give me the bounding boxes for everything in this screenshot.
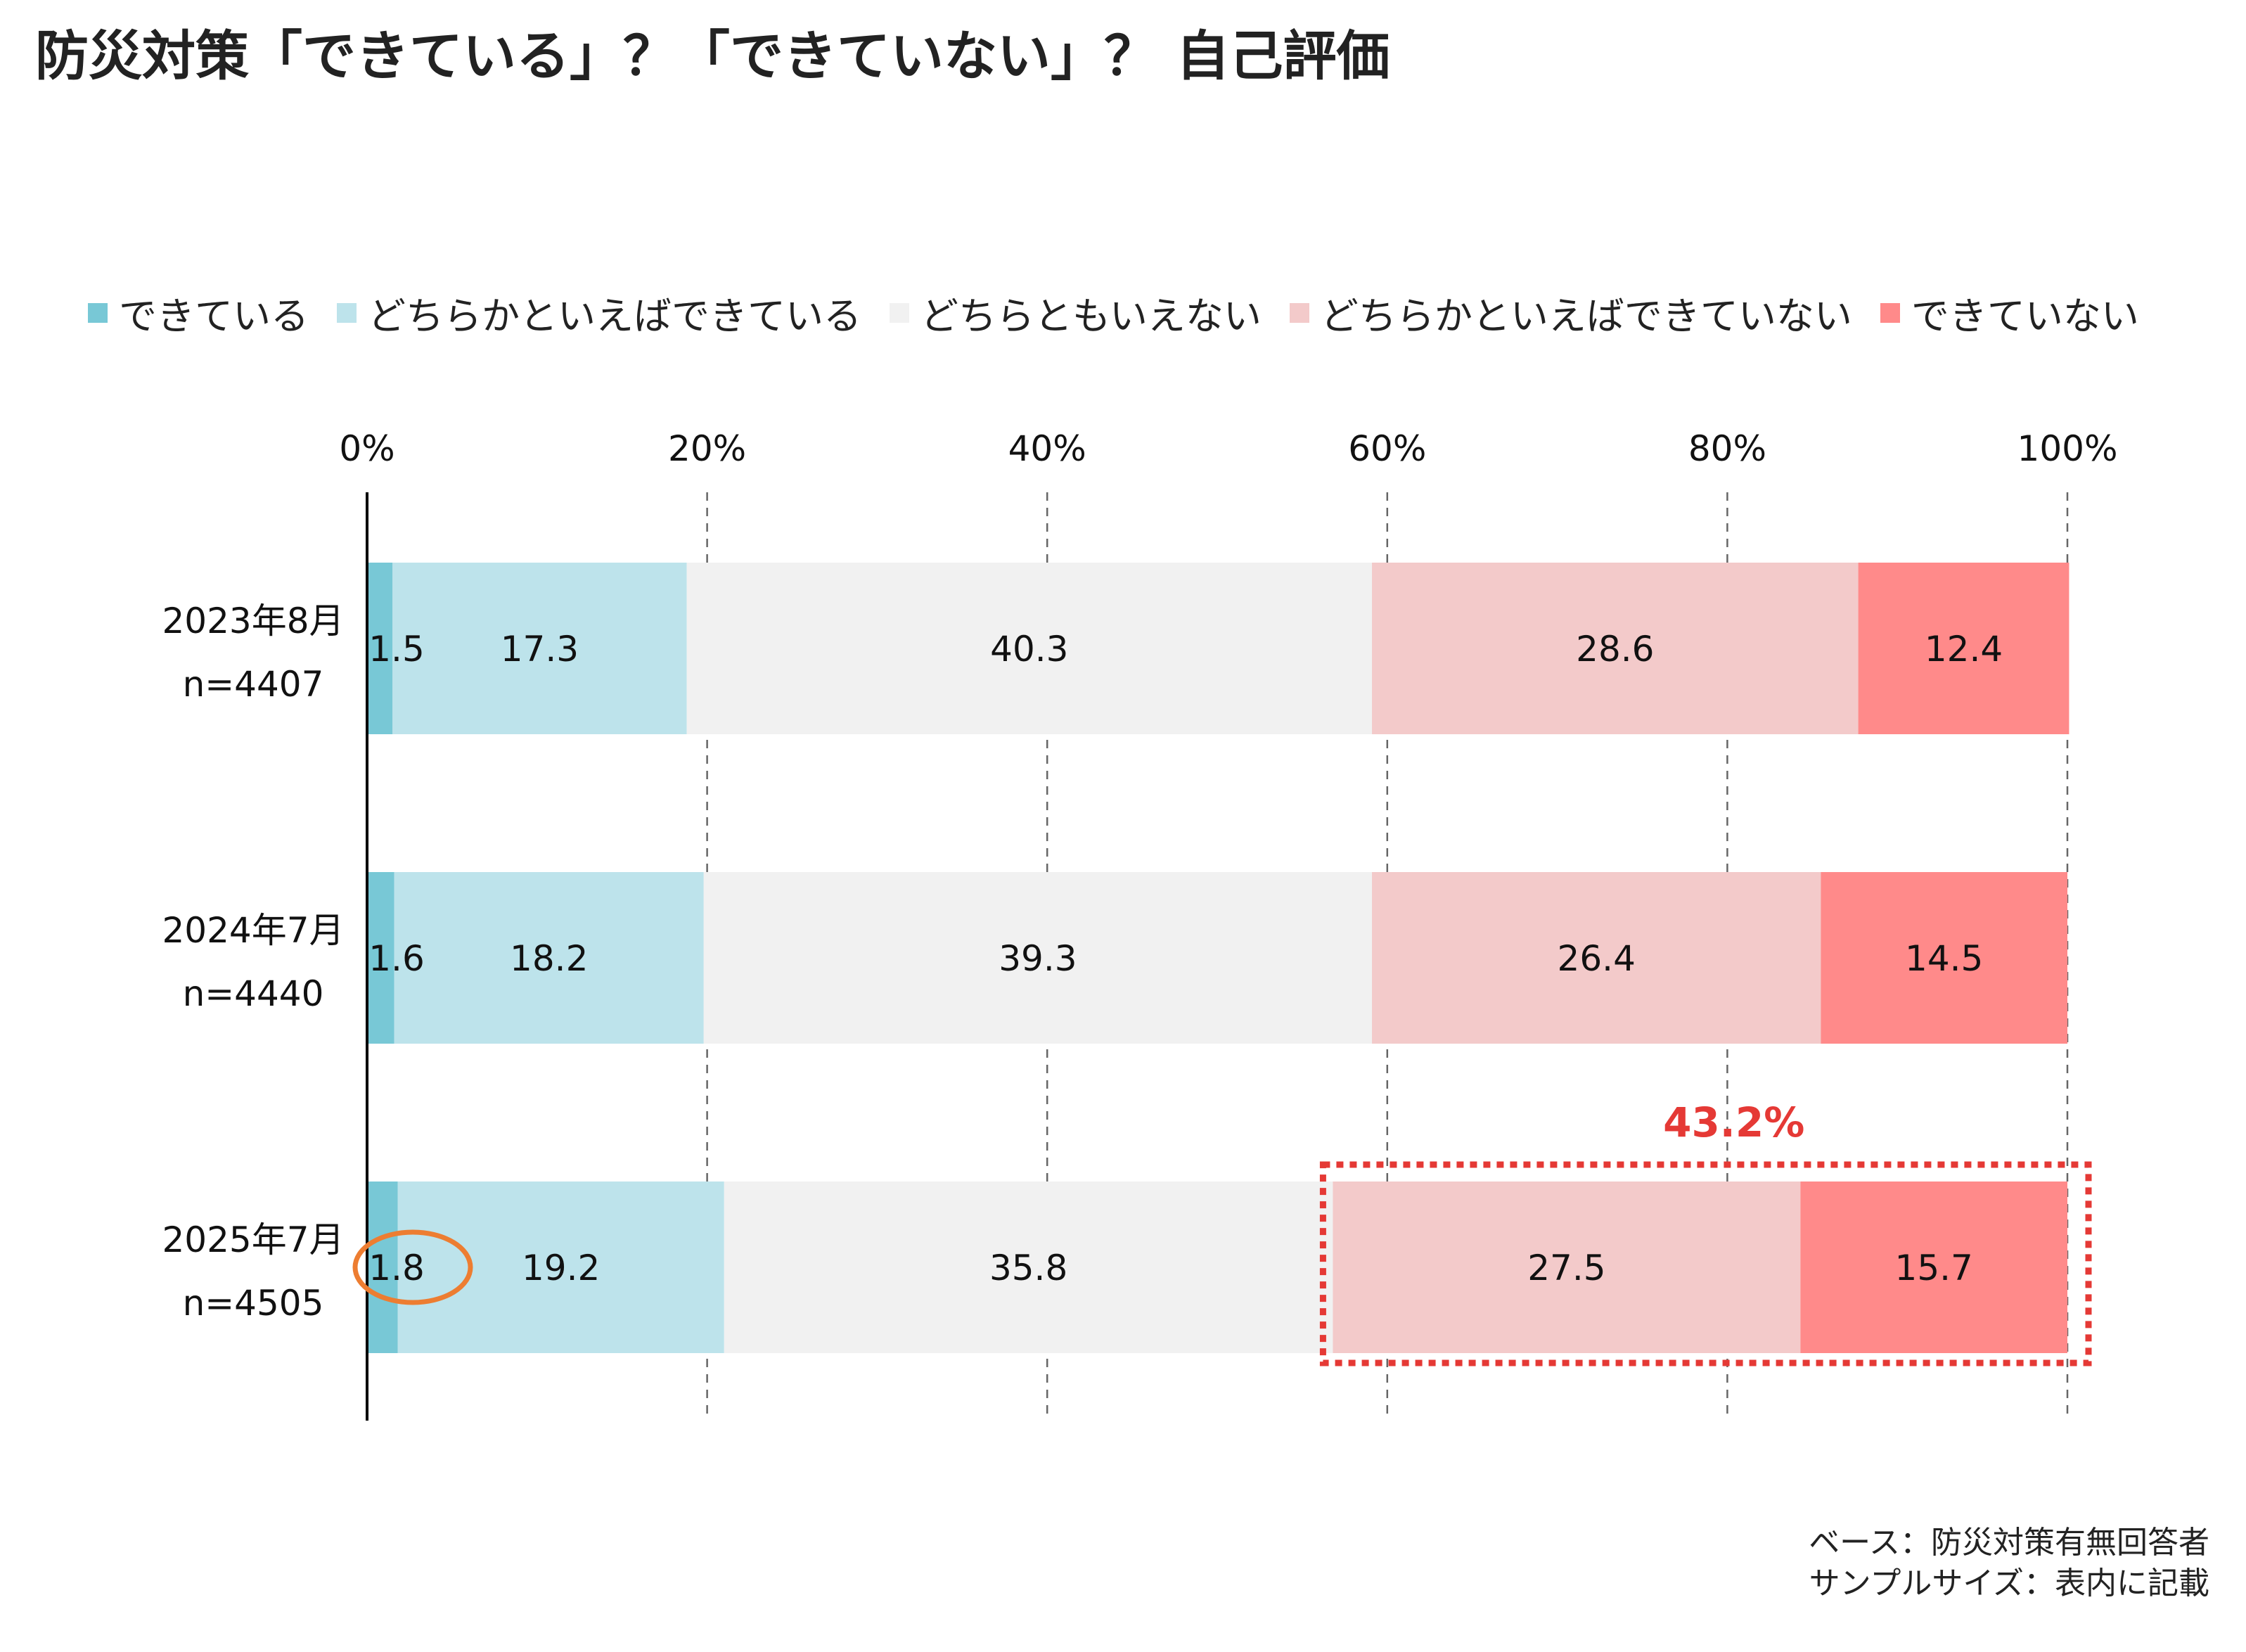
bar-segment	[724, 1182, 1333, 1353]
legend-label: どちらかといえばできていない	[1320, 294, 1852, 338]
category-label: 2023年8月	[162, 601, 344, 641]
bar-segment	[703, 872, 1373, 1044]
category-n-label: n=4440	[183, 973, 324, 1014]
bar-segment	[1821, 872, 2067, 1044]
footnote: ベース：防災対策有無回答者 サンプルサイズ：表内に記載	[1809, 1523, 2209, 1604]
bar-segment	[394, 872, 704, 1044]
legend-label: できていない	[1911, 294, 2139, 338]
x-tick-label: 40%	[1008, 428, 1086, 469]
data-label: 39.3	[999, 938, 1077, 979]
bars	[367, 563, 2069, 1353]
data-label: 1.8	[368, 1248, 425, 1288]
data-label: 14.5	[1905, 938, 1983, 979]
legend-label: できている	[119, 294, 309, 338]
legend-label: どちらかといえばできている	[368, 294, 861, 338]
footnote-base: ベース：防災対策有無回答者	[1809, 1525, 2209, 1561]
labels: 0% 20% 40% 60% 80% 100% 1.5 17.3 40.3 28.6 12.4 202…	[162, 428, 2117, 1324]
data-label: 26.4	[1558, 938, 1636, 979]
category-label: 2025年7月	[162, 1219, 344, 1260]
legend-swatch	[1289, 302, 1309, 323]
x-tick-label: 100%	[2017, 428, 2118, 469]
data-label: 28.6	[1576, 629, 1654, 670]
legend-item-dekiteiru: できている	[88, 285, 309, 340]
data-label: 17.3	[501, 629, 579, 670]
category-label: 2024年7月	[162, 910, 344, 951]
bar-segment	[1372, 872, 1821, 1044]
bar-segment	[367, 872, 394, 1044]
bar-segment	[1800, 1182, 2067, 1353]
data-label: 15.7	[1895, 1248, 1973, 1288]
category-n-label: n=4505	[183, 1283, 324, 1324]
bar-segment	[686, 563, 1373, 734]
legend-item-dekiteinai: できていない	[1880, 285, 2139, 340]
category-n-label: n=4407	[183, 664, 324, 705]
legend-label: どちらともいえない	[920, 294, 1262, 338]
data-label: 27.5	[1527, 1248, 1605, 1288]
data-label: 1.6	[368, 938, 425, 979]
bar-segment	[1858, 563, 2069, 734]
x-tick-label: 80%	[1688, 428, 1766, 469]
x-tick-label: 60%	[1348, 428, 1426, 469]
data-label: 1.5	[368, 629, 425, 670]
data-label: 40.3	[990, 629, 1068, 670]
legend-swatch	[88, 302, 108, 323]
data-label: 35.8	[989, 1248, 1067, 1288]
legend-item-dochiratomo: どちらともいえない	[890, 285, 1262, 340]
data-label: 18.2	[510, 938, 588, 979]
legend-swatch	[890, 302, 909, 323]
footnote-sample-size: サンプルサイズ：表内に記載	[1809, 1565, 2209, 1601]
bar-segment	[1372, 563, 1859, 734]
legend-swatch	[337, 302, 357, 323]
legend-item-dochiraka-dekiteinai: どちらかといえばできていない	[1289, 285, 1852, 340]
chart-title: 防災対策「できている」？「できていない」？ 自己評価	[35, 25, 1390, 87]
x-tick-label: 0%	[339, 428, 394, 469]
legend-swatch	[1880, 302, 1900, 323]
bar-segment	[367, 563, 393, 734]
emphasis-circle	[352, 1229, 473, 1305]
bar-segment	[392, 563, 687, 734]
bar-segment	[367, 1182, 398, 1353]
legend-item-dochiraka-dekiteiru: どちらかといえばできている	[337, 285, 861, 340]
data-label: 19.2	[522, 1248, 600, 1288]
x-tick-label: 20%	[668, 428, 746, 469]
bar-segment	[397, 1182, 724, 1353]
bar-segment	[1333, 1182, 1801, 1353]
legend: できている どちらかといえばできている どちらともいえない どちらかといえばでき…	[88, 285, 2167, 340]
highlight-total-label: 43.2%	[1663, 1099, 1804, 1146]
data-label: 12.4	[1925, 629, 2003, 670]
